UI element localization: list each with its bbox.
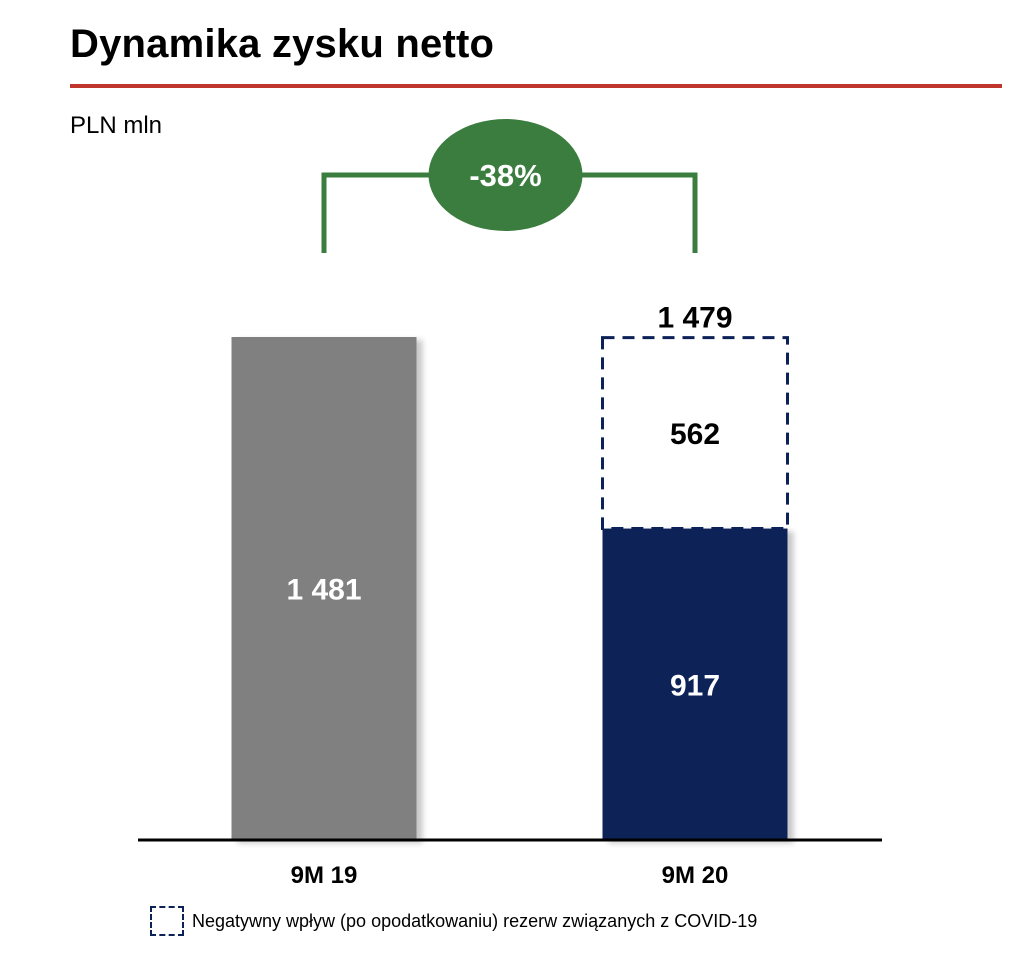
- chart-title: Dynamika zysku netto: [70, 22, 495, 66]
- bars-group: [231, 336, 789, 840]
- bar-9m-19: [231, 337, 417, 840]
- covid-impact-segment: [601, 336, 789, 531]
- covid-segment-value-label: 562: [670, 418, 720, 451]
- total-value-label: 1 479: [657, 302, 732, 335]
- change-badge: [428, 119, 583, 231]
- title-underline: [70, 84, 1002, 88]
- change-bracket: -38%: [321, 119, 698, 253]
- legend-label: Negatywny wpływ (po opodatkowaniu) rezer…: [192, 910, 758, 931]
- category-label: 9M 19: [291, 862, 358, 889]
- bar-value-label: 917: [670, 669, 720, 702]
- legend-swatch-dashed: [150, 906, 184, 936]
- category-label: 9M 20: [662, 862, 729, 889]
- change-percent-label: -38%: [469, 158, 541, 193]
- unit-label: PLN mln: [70, 112, 163, 139]
- bar-9m-20: [602, 528, 788, 840]
- legend: Negatywny wpływ (po opodatkowaniu) rezer…: [150, 903, 757, 939]
- labels-group: 1 481 9M 19 917 562 1 479 9M 20: [286, 302, 732, 889]
- bar-value-label: 1 481: [286, 574, 361, 607]
